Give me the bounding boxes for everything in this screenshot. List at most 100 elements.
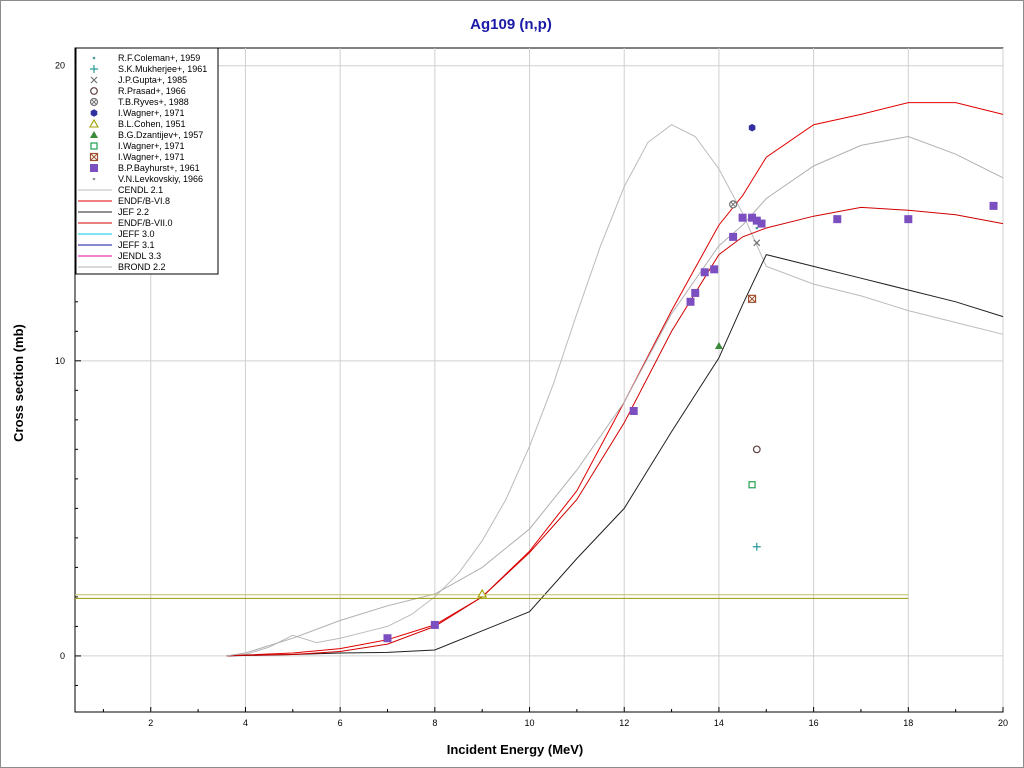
x-tick-label: 18 bbox=[903, 718, 913, 728]
axis-ticks: 2 4 6 8 10 12 14 16 18 20 0 10 20 bbox=[55, 61, 1008, 728]
data-point bbox=[710, 265, 719, 274]
legend-label: B.G.Dzantijev+, 1957 bbox=[118, 130, 203, 140]
data-point bbox=[748, 481, 756, 489]
data-point bbox=[383, 634, 392, 643]
legend-label: S.K.Mukherjee+, 1961 bbox=[118, 64, 207, 74]
legend-label: V.N.Levkovskiy, 1966 bbox=[118, 174, 203, 184]
legend-label: CENDL 2.1 bbox=[118, 185, 163, 195]
series-line bbox=[226, 206, 1004, 657]
legend-swatch bbox=[92, 177, 96, 181]
x-tick-label: 14 bbox=[714, 718, 724, 728]
data-point bbox=[700, 268, 709, 277]
data-point bbox=[748, 213, 757, 222]
data-point bbox=[752, 445, 761, 454]
legend-item: JEFF 3.1 bbox=[78, 240, 155, 250]
series-10 bbox=[383, 201, 998, 643]
data-point bbox=[729, 232, 738, 241]
data-point bbox=[714, 342, 723, 350]
legend-item: CENDL 2.1 bbox=[78, 185, 163, 195]
legend-label: J.P.Gupta+, 1985 bbox=[118, 75, 187, 85]
legend-swatch bbox=[90, 109, 98, 117]
x-tick-label: 16 bbox=[809, 718, 819, 728]
series-8 bbox=[748, 481, 756, 489]
legend-label: R.Prasad+, 1966 bbox=[118, 86, 186, 96]
legend-label: B.L.Cohen, 1951 bbox=[118, 119, 186, 129]
data-point bbox=[755, 226, 759, 230]
legend-item: J.P.Gupta+, 1985 bbox=[90, 75, 187, 85]
series-19 bbox=[226, 135, 1004, 657]
x-tick-label: 4 bbox=[243, 718, 248, 728]
legend-swatch bbox=[89, 152, 99, 162]
legend-item: B.L.Cohen, 1951 bbox=[89, 118, 186, 129]
legend-label: I.Wagner+, 1971 bbox=[118, 152, 184, 162]
legend-item: R.Prasad+, 1966 bbox=[90, 86, 186, 96]
legend-label: JEFF 3.1 bbox=[118, 240, 155, 250]
series-2 bbox=[753, 239, 761, 247]
series-layer bbox=[75, 102, 1004, 657]
chart-title: Ag109 (n,p) bbox=[470, 16, 552, 33]
series-0 bbox=[755, 226, 759, 230]
legend-item: S.K.Mukherjee+, 1961 bbox=[90, 64, 207, 74]
data-point bbox=[430, 620, 439, 629]
data-point bbox=[729, 200, 738, 209]
legend-swatch bbox=[92, 56, 96, 60]
legend-item: I.Wagner+, 1971 bbox=[90, 108, 184, 118]
series-6 bbox=[477, 588, 488, 598]
data-point bbox=[752, 216, 761, 225]
legend-label: I.Wagner+, 1971 bbox=[118, 141, 184, 151]
y-tick-label: 20 bbox=[55, 61, 65, 71]
legend-swatch bbox=[89, 118, 99, 128]
x-axis-label: Incident Energy (MeV) bbox=[447, 742, 584, 757]
data-point bbox=[747, 294, 757, 303]
legend-item: B.P.Bayhurst+, 1961 bbox=[90, 163, 200, 173]
legend-label: JENDL 3.3 bbox=[118, 251, 161, 261]
data-point bbox=[477, 588, 488, 598]
data-point bbox=[753, 239, 761, 247]
data-point bbox=[691, 288, 700, 297]
data-point bbox=[989, 201, 998, 210]
x-tick-label: 10 bbox=[525, 718, 535, 728]
series-line bbox=[226, 254, 1004, 657]
legend-label: ENDF/B-VII.0 bbox=[118, 218, 173, 228]
legend-label: R.F.Coleman+, 1959 bbox=[118, 53, 200, 63]
legend-swatch bbox=[90, 87, 98, 95]
y-tick-label: 0 bbox=[60, 651, 65, 661]
legend-swatch bbox=[90, 164, 98, 172]
legend-item: JENDL 3.3 bbox=[78, 251, 161, 261]
data-point bbox=[748, 123, 756, 132]
legend-item: I.Wagner+, 1971 bbox=[89, 152, 184, 162]
legend-swatch bbox=[90, 142, 98, 150]
y-tick-label: 10 bbox=[55, 356, 65, 366]
legend-item: V.N.Levkovskiy, 1966 bbox=[92, 174, 203, 184]
legend-swatch bbox=[90, 131, 98, 138]
legend-item: BROND 2.2 bbox=[78, 262, 166, 272]
x-tick-label: 8 bbox=[432, 718, 437, 728]
x-tick-label: 2 bbox=[148, 718, 153, 728]
x-tick-label: 20 bbox=[998, 718, 1008, 728]
series-5 bbox=[748, 123, 756, 132]
legend-item: B.G.Dzantijev+, 1957 bbox=[90, 130, 203, 140]
data-point bbox=[752, 542, 761, 551]
grid bbox=[75, 48, 1004, 712]
legend-item: I.Wagner+, 1971 bbox=[90, 141, 184, 151]
legend-label: BROND 2.2 bbox=[118, 262, 166, 272]
legend-label: JEFF 3.0 bbox=[118, 229, 155, 239]
series-line bbox=[226, 124, 1004, 657]
legend-item: JEF 2.2 bbox=[78, 207, 149, 217]
legend-swatch bbox=[89, 97, 99, 107]
legend-item: T.B.Ryves+, 1988 bbox=[89, 97, 189, 107]
legend-box bbox=[75, 47, 219, 275]
legend-item: R.F.Coleman+, 1959 bbox=[92, 53, 200, 63]
legend-swatch bbox=[90, 76, 98, 84]
legend-item: ENDF/B-VI.8 bbox=[78, 196, 170, 206]
y-axis-label: Cross section (mb) bbox=[11, 324, 26, 442]
series-1 bbox=[752, 542, 761, 551]
series-3 bbox=[752, 445, 761, 454]
data-point bbox=[629, 406, 638, 415]
legend-label: JEF 2.2 bbox=[118, 207, 149, 217]
data-point bbox=[686, 297, 695, 306]
data-point bbox=[738, 213, 747, 222]
x-tick-label: 6 bbox=[338, 718, 343, 728]
legend-label: ENDF/B-VI.8 bbox=[118, 196, 170, 206]
